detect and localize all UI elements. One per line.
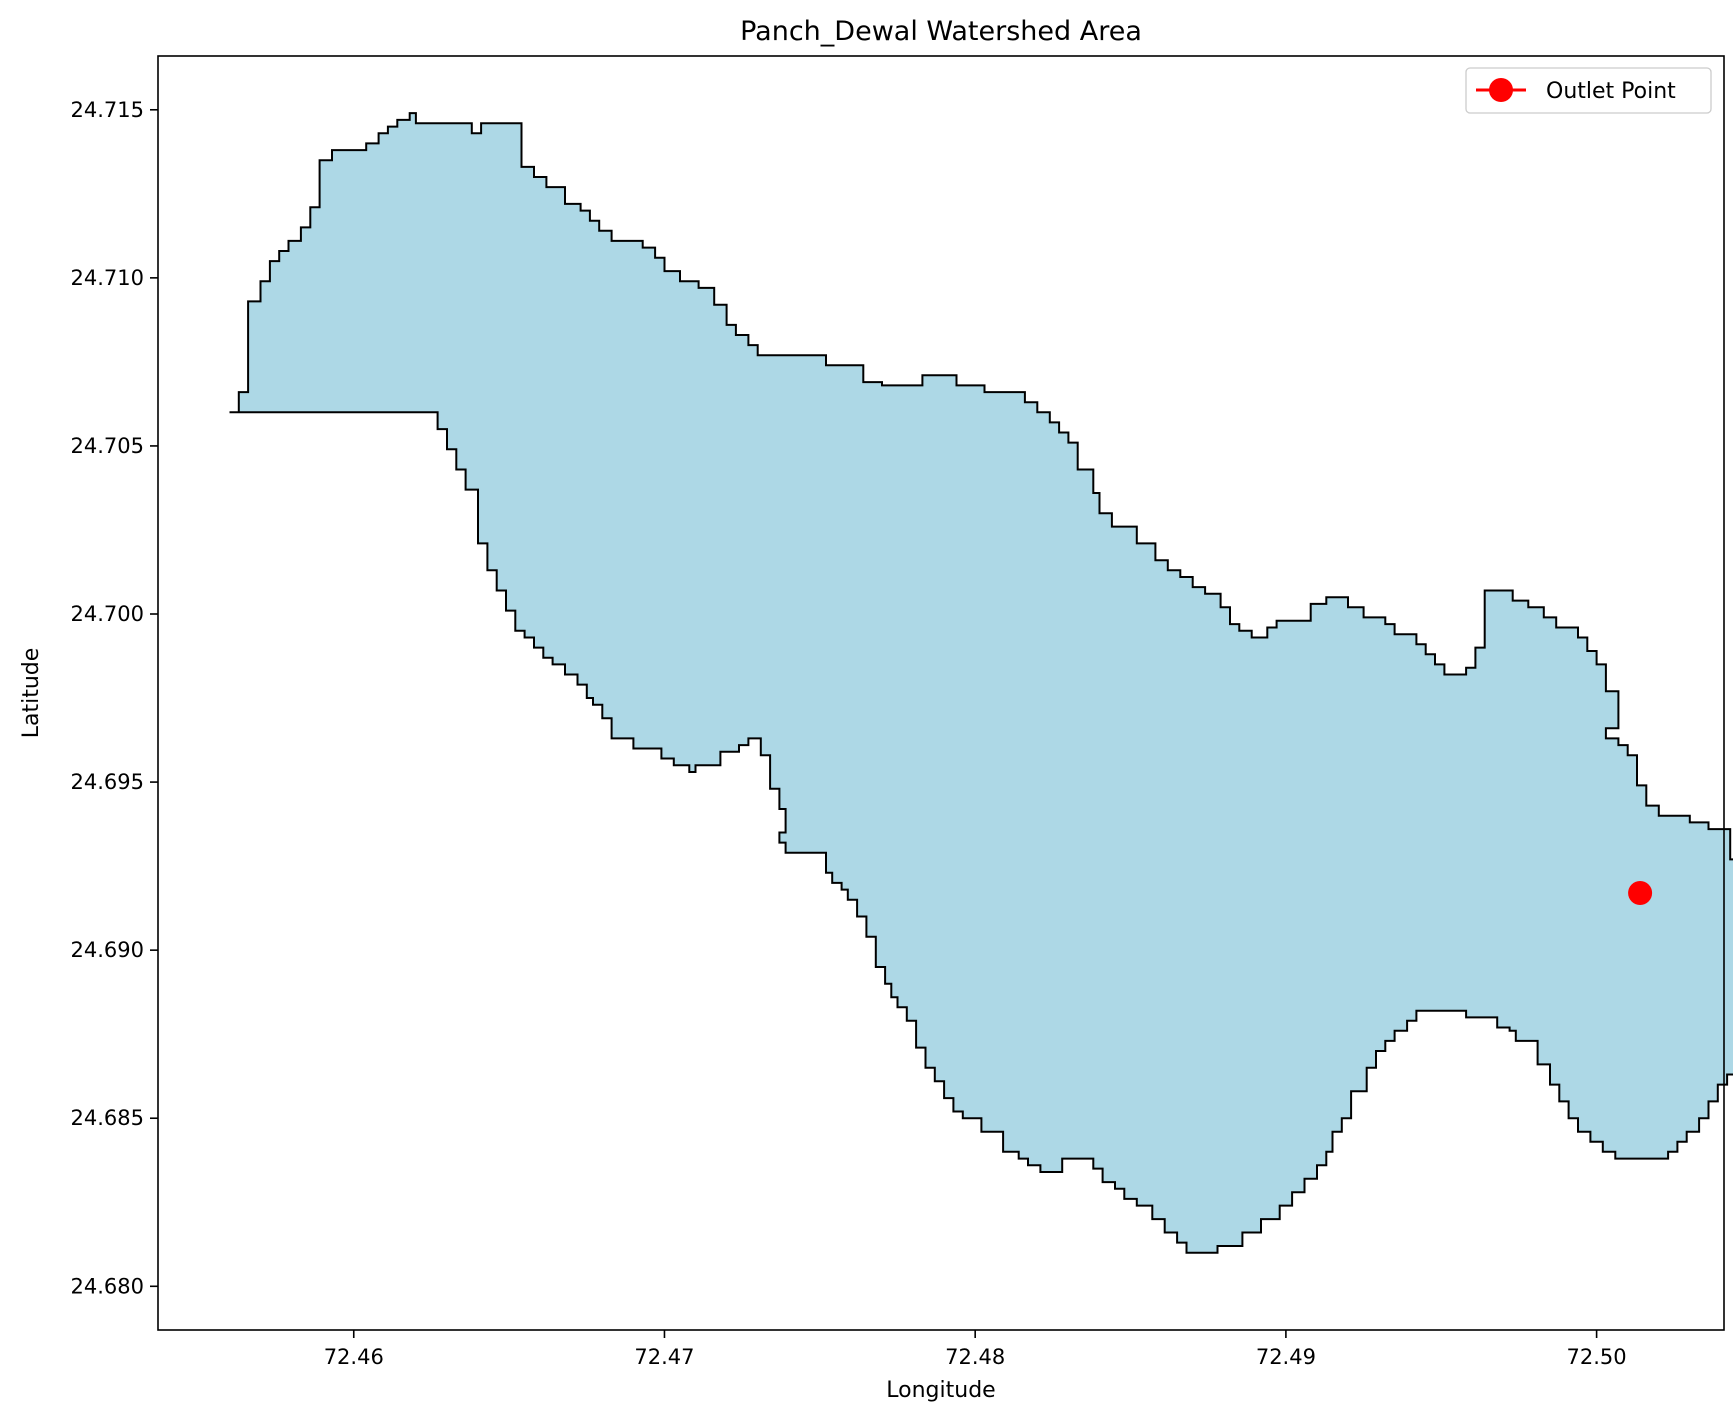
x-axis-ticks: 72.46 72.47 72.48 72.49 72.50 [324, 1330, 1627, 1369]
y-tick-label: 24.695 [71, 770, 144, 794]
y-tick-label: 24.700 [71, 602, 144, 626]
legend-box [1465, 67, 1712, 114]
y-tick-label: 24.710 [71, 266, 144, 290]
legend: Outlet Point [1465, 67, 1712, 114]
x-tick-label: 72.46 [324, 1345, 384, 1369]
y-tick-label: 24.690 [71, 938, 144, 962]
x-tick-label: 72.48 [945, 1345, 1005, 1369]
y-axis-ticks: 24.680 24.685 24.690 24.695 24.700 24.705 24.7… [71, 98, 158, 1298]
x-tick-label: 72.49 [1256, 1345, 1316, 1369]
y-tick-label: 24.705 [71, 434, 144, 458]
plot-area: 72.46 72.47 72.48 72.49 72.50 24.68024.68524… [71, 55, 1733, 1369]
x-axis-label: Longitude [886, 1378, 995, 1403]
y-tick-label: 24.715 [71, 98, 144, 122]
y-tick-label: 24.680 [71, 1274, 144, 1298]
outlet-point-marker [1628, 881, 1653, 905]
x-tick-label: 72.47 [634, 1345, 694, 1369]
x-tick-label: 72.50 [1567, 1345, 1627, 1369]
y-axis-label: Latitude [19, 648, 44, 739]
y-tick-label: 24.685 [71, 1106, 144, 1130]
legend-marker-swatch [1489, 78, 1513, 102]
legend-label-outlet-point: Outlet Point [1546, 79, 1676, 104]
chart-title: Panch_Dewal Watershed Area [740, 16, 1142, 47]
watershed-polygon [229, 112, 1733, 1254]
plot-frame [157, 55, 1725, 1331]
